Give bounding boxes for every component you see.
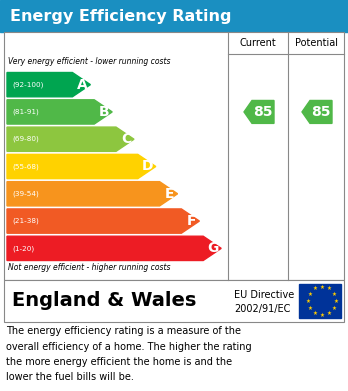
Text: Energy Efficiency Rating: Energy Efficiency Rating <box>10 9 231 23</box>
Text: D: D <box>141 160 153 174</box>
Polygon shape <box>7 100 112 124</box>
Bar <box>0 0 348 32</box>
Polygon shape <box>244 100 274 124</box>
Bar <box>4 280 344 322</box>
Text: 2002/91/EC: 2002/91/EC <box>234 303 290 314</box>
Text: ★: ★ <box>332 305 337 310</box>
Polygon shape <box>7 182 177 206</box>
Bar <box>4 32 344 280</box>
Text: Current: Current <box>240 38 276 48</box>
Text: lower the fuel bills will be.: lower the fuel bills will be. <box>6 372 134 382</box>
Text: (69-80): (69-80) <box>12 136 39 142</box>
Text: ★: ★ <box>307 305 312 310</box>
Text: the more energy efficient the home is and the: the more energy efficient the home is an… <box>6 357 232 367</box>
Polygon shape <box>7 154 156 179</box>
Text: (81-91): (81-91) <box>12 109 39 115</box>
Polygon shape <box>7 236 221 260</box>
Text: (21-38): (21-38) <box>12 218 39 224</box>
Polygon shape <box>7 72 90 97</box>
Text: Not energy efficient - higher running costs: Not energy efficient - higher running co… <box>8 263 171 272</box>
Text: C: C <box>121 132 131 146</box>
Text: ★: ★ <box>306 298 310 303</box>
Text: ★: ★ <box>313 286 317 291</box>
Text: ★: ★ <box>326 310 331 316</box>
Text: ★: ★ <box>326 286 331 291</box>
Text: overall efficiency of a home. The higher the rating: overall efficiency of a home. The higher… <box>6 341 252 352</box>
Bar <box>299 284 341 318</box>
Text: (92-100): (92-100) <box>12 81 44 88</box>
Text: EU Directive: EU Directive <box>234 290 294 300</box>
Text: (1-20): (1-20) <box>12 245 34 251</box>
Text: G: G <box>207 241 218 255</box>
Text: ★: ★ <box>307 292 312 296</box>
Text: ★: ★ <box>332 292 337 296</box>
Text: A: A <box>77 78 87 91</box>
Text: E: E <box>165 187 175 201</box>
Text: (39-54): (39-54) <box>12 190 39 197</box>
Text: 85: 85 <box>311 105 331 119</box>
Polygon shape <box>7 127 134 151</box>
Text: Very energy efficient - lower running costs: Very energy efficient - lower running co… <box>8 57 171 66</box>
Text: B: B <box>98 105 109 119</box>
Text: 85: 85 <box>253 105 273 119</box>
Text: Potential: Potential <box>294 38 338 48</box>
Text: (55-68): (55-68) <box>12 163 39 170</box>
Text: England & Wales: England & Wales <box>12 292 196 310</box>
Polygon shape <box>7 209 199 233</box>
Text: The energy efficiency rating is a measure of the: The energy efficiency rating is a measur… <box>6 326 241 336</box>
Text: F: F <box>187 214 196 228</box>
Text: ★: ★ <box>319 285 324 289</box>
Text: ★: ★ <box>319 312 324 317</box>
Polygon shape <box>302 100 332 124</box>
Text: ★: ★ <box>313 310 317 316</box>
Text: ★: ★ <box>334 298 339 303</box>
